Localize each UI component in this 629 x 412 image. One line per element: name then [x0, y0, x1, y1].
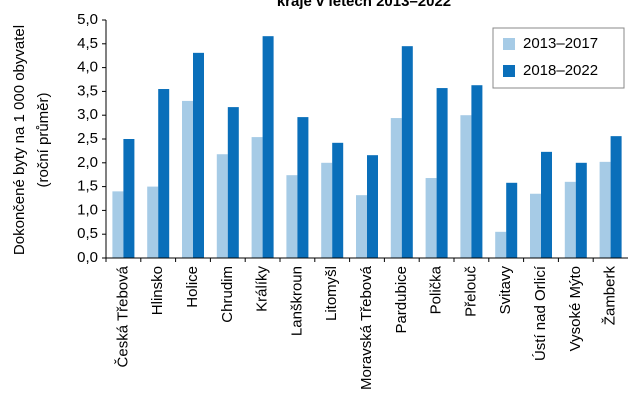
bar: [158, 89, 170, 259]
bar: [564, 181, 576, 258]
bar: [610, 136, 622, 258]
x-tick-label: Králíky: [254, 266, 271, 312]
bar: [112, 191, 124, 258]
bar: [123, 139, 135, 258]
y-tick-label: 1,5: [77, 178, 98, 195]
bar: [251, 137, 263, 258]
x-tick-label: Svitavy: [497, 266, 514, 315]
bar: [530, 193, 541, 258]
bar: [297, 117, 309, 258]
y-tick-label: 2,0: [77, 154, 98, 171]
x-tick-label: Polička: [428, 265, 445, 314]
bar: [401, 46, 413, 259]
bar: [147, 186, 159, 258]
x-tick-label: Chrudim: [219, 266, 236, 323]
y-tick-label: 0,5: [77, 225, 98, 242]
legend-label: 2013–2017: [523, 35, 598, 52]
legend-label: 2018–2022: [523, 62, 598, 79]
y-tick-label: 4,5: [77, 35, 98, 52]
bar: [541, 151, 552, 258]
legend-swatch: [503, 65, 515, 77]
bar: [506, 182, 518, 258]
x-tick-label: Vysoké Mýto: [567, 266, 584, 351]
bar: [216, 154, 228, 258]
x-tick-label: Přelouč: [462, 266, 479, 317]
bar: [356, 195, 367, 258]
x-tick-label: Holice: [184, 266, 201, 308]
legend-swatch: [503, 38, 515, 50]
x-tick-label: Hlinsko: [149, 266, 166, 315]
bar: [495, 231, 507, 258]
bar: [332, 142, 344, 258]
bar: [321, 162, 333, 258]
y-axis-label: Dokončené byty na 1 000 obyvatel: [11, 25, 28, 255]
x-tick-label: Žamberk: [602, 266, 619, 326]
bar: [193, 52, 204, 259]
y-tick-label: 3,0: [77, 106, 98, 123]
x-tick-label: Lanškroun: [288, 266, 305, 336]
bar: [471, 85, 483, 258]
bar: [367, 155, 378, 258]
bar: [182, 100, 193, 258]
x-tick-label: Česká Třebová: [114, 265, 131, 367]
bar: [599, 161, 611, 258]
y-tick-label: 5,0: [77, 11, 98, 28]
x-tick-label: Moravská Třebová: [358, 265, 375, 390]
y-tick-label: 1,0: [77, 201, 98, 218]
bar: [425, 178, 437, 258]
y-axis-label: (roční průměr): [35, 92, 52, 187]
x-tick-label: Litomyšl: [323, 266, 340, 321]
bar: [262, 36, 274, 259]
y-tick-label: 2,5: [77, 130, 98, 147]
chart-title: kraje v letech 2013–2022: [277, 0, 451, 10]
y-tick-label: 0,0: [77, 249, 98, 266]
bar: [390, 118, 402, 258]
x-tick-label: Pardubice: [393, 266, 410, 334]
bar: [227, 107, 239, 258]
bar: [436, 88, 448, 259]
bar: [575, 162, 587, 258]
bar: [286, 175, 298, 258]
bar: [460, 115, 472, 258]
x-tick-label: Ústí nad Orlicí: [532, 265, 549, 361]
y-tick-label: 3,5: [77, 82, 98, 99]
y-tick-label: 4,0: [77, 59, 98, 76]
